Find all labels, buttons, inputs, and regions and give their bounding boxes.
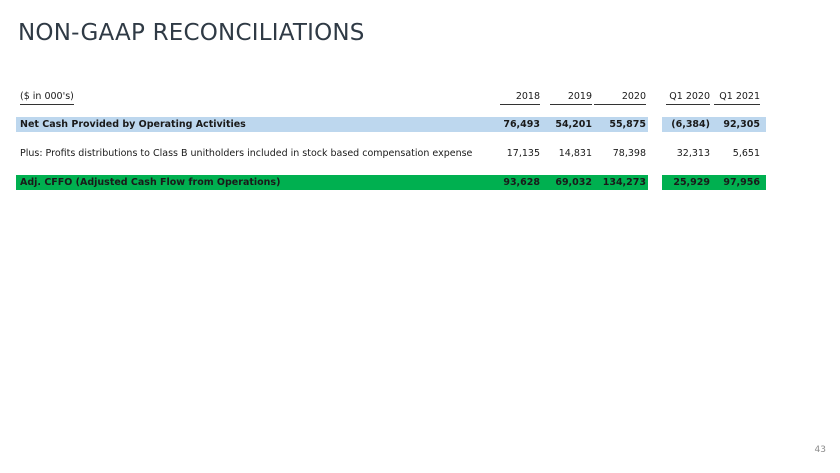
page-title: NON-GAAP RECONCILIATIONS	[18, 20, 365, 46]
row-value: 134,273	[602, 177, 646, 188]
row-value: 54,201	[555, 119, 592, 130]
row-value: 76,493	[503, 119, 540, 130]
row-value: 14,831	[558, 148, 592, 159]
column-header: 2018	[500, 89, 540, 105]
row-highlight	[16, 117, 648, 132]
row-value: 5,651	[732, 148, 760, 159]
column-header: 2019	[550, 89, 592, 105]
row-highlight	[662, 175, 766, 190]
row-value: 32,313	[676, 148, 710, 159]
row-value: (6,384)	[671, 119, 710, 130]
slide-number: 43	[814, 445, 826, 455]
row-highlight	[662, 117, 766, 132]
unit-label: ($ in 000's)	[20, 89, 74, 105]
column-header: Q1 2021	[714, 89, 760, 105]
row-value: 55,875	[609, 119, 646, 130]
row-label: Adj. CFFO (Adjusted Cash Flow from Opera…	[20, 177, 281, 188]
row-value: 92,305	[723, 119, 760, 130]
row-value: 78,398	[612, 148, 646, 159]
table-row-net-cash: Net Cash Provided by Operating Activitie…	[16, 117, 766, 132]
row-label: Net Cash Provided by Operating Activitie…	[20, 119, 246, 130]
table-row-plus: Plus: Profits distributions to Class B u…	[16, 146, 766, 161]
row-value: 25,929	[673, 177, 710, 188]
column-header: 2020	[594, 89, 646, 105]
row-value: 17,135	[506, 148, 540, 159]
row-value: 93,628	[503, 177, 540, 188]
row-highlight	[16, 175, 648, 190]
row-value: 97,956	[723, 177, 760, 188]
table-header-row: ($ in 000's) 2018 2019 2020 Q1 2020 Q1 2…	[16, 89, 766, 105]
table-row-adj-cffo: Adj. CFFO (Adjusted Cash Flow from Opera…	[16, 175, 766, 190]
row-value: 69,032	[555, 177, 592, 188]
row-label: Plus: Profits distributions to Class B u…	[20, 148, 473, 159]
column-header: Q1 2020	[666, 89, 710, 105]
